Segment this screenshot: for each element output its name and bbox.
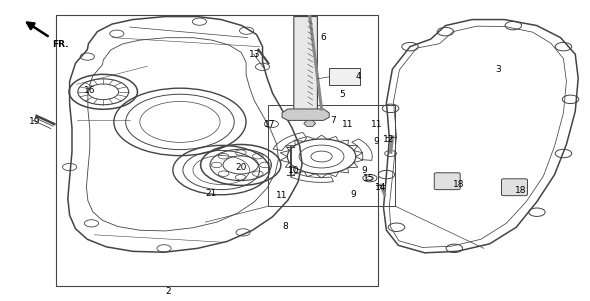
- Text: 20: 20: [235, 163, 247, 172]
- Text: 4: 4: [356, 72, 362, 81]
- Text: 5: 5: [339, 90, 345, 99]
- Polygon shape: [304, 120, 316, 126]
- Bar: [56, 15, 378, 286]
- Text: 18: 18: [514, 186, 526, 195]
- FancyBboxPatch shape: [502, 179, 527, 196]
- Text: 21: 21: [205, 189, 217, 198]
- Text: FR.: FR.: [52, 40, 68, 49]
- Text: 6: 6: [320, 33, 326, 42]
- Text: 12: 12: [382, 135, 394, 144]
- Text: 17: 17: [264, 119, 276, 129]
- Text: 18: 18: [453, 180, 465, 189]
- Text: 2: 2: [165, 287, 171, 296]
- Text: 11: 11: [371, 119, 382, 129]
- Text: 19: 19: [28, 116, 40, 126]
- Text: 13: 13: [249, 50, 261, 59]
- Polygon shape: [294, 17, 317, 116]
- Text: 7: 7: [330, 116, 336, 125]
- Text: 9: 9: [350, 190, 356, 199]
- Text: 9: 9: [373, 137, 379, 146]
- Text: 3: 3: [496, 65, 502, 74]
- Text: 8: 8: [282, 222, 288, 231]
- Text: 10: 10: [287, 166, 299, 175]
- Bar: [329, 68, 360, 85]
- Text: 15: 15: [363, 174, 375, 183]
- Text: 11: 11: [276, 191, 288, 200]
- Text: 9: 9: [362, 166, 368, 175]
- Text: 11: 11: [342, 120, 354, 129]
- Text: 14: 14: [375, 183, 386, 192]
- Bar: [268, 105, 395, 206]
- FancyBboxPatch shape: [434, 173, 460, 190]
- Polygon shape: [282, 109, 329, 120]
- Text: 16: 16: [84, 86, 96, 95]
